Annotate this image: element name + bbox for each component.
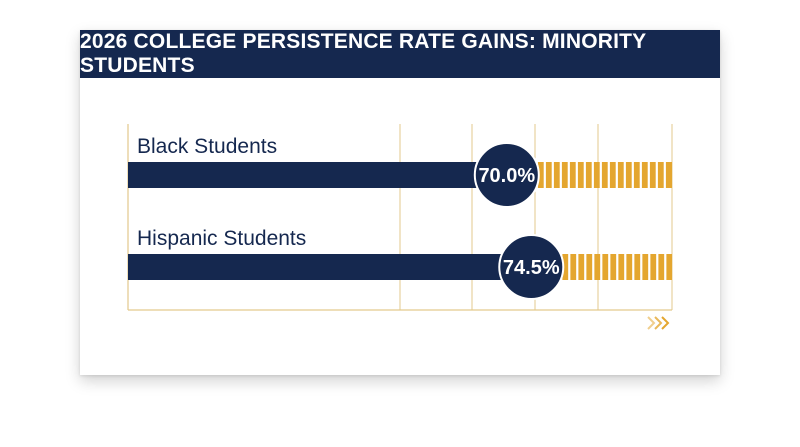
bar: [128, 162, 509, 188]
bar: [128, 254, 534, 280]
category-label: Black Students: [137, 135, 277, 158]
bar-chart: Black Students 70.0% Hispanic Students 74.5…: [127, 124, 673, 330]
category-label: Hispanic Students: [137, 227, 306, 250]
chart-title: 2026 COLLEGE PERSISTENCE RATE GAINS: MIN…: [80, 30, 720, 78]
chevron-double-right-icon: [647, 316, 670, 330]
value-badge: [498, 234, 565, 300]
value-badge: [473, 142, 540, 208]
data-label: 74.5%: [503, 257, 560, 279]
chart-card: 2026 COLLEGE PERSISTENCE RATE GAINS: MIN…: [80, 30, 720, 375]
data-label: 70.0%: [478, 165, 535, 187]
